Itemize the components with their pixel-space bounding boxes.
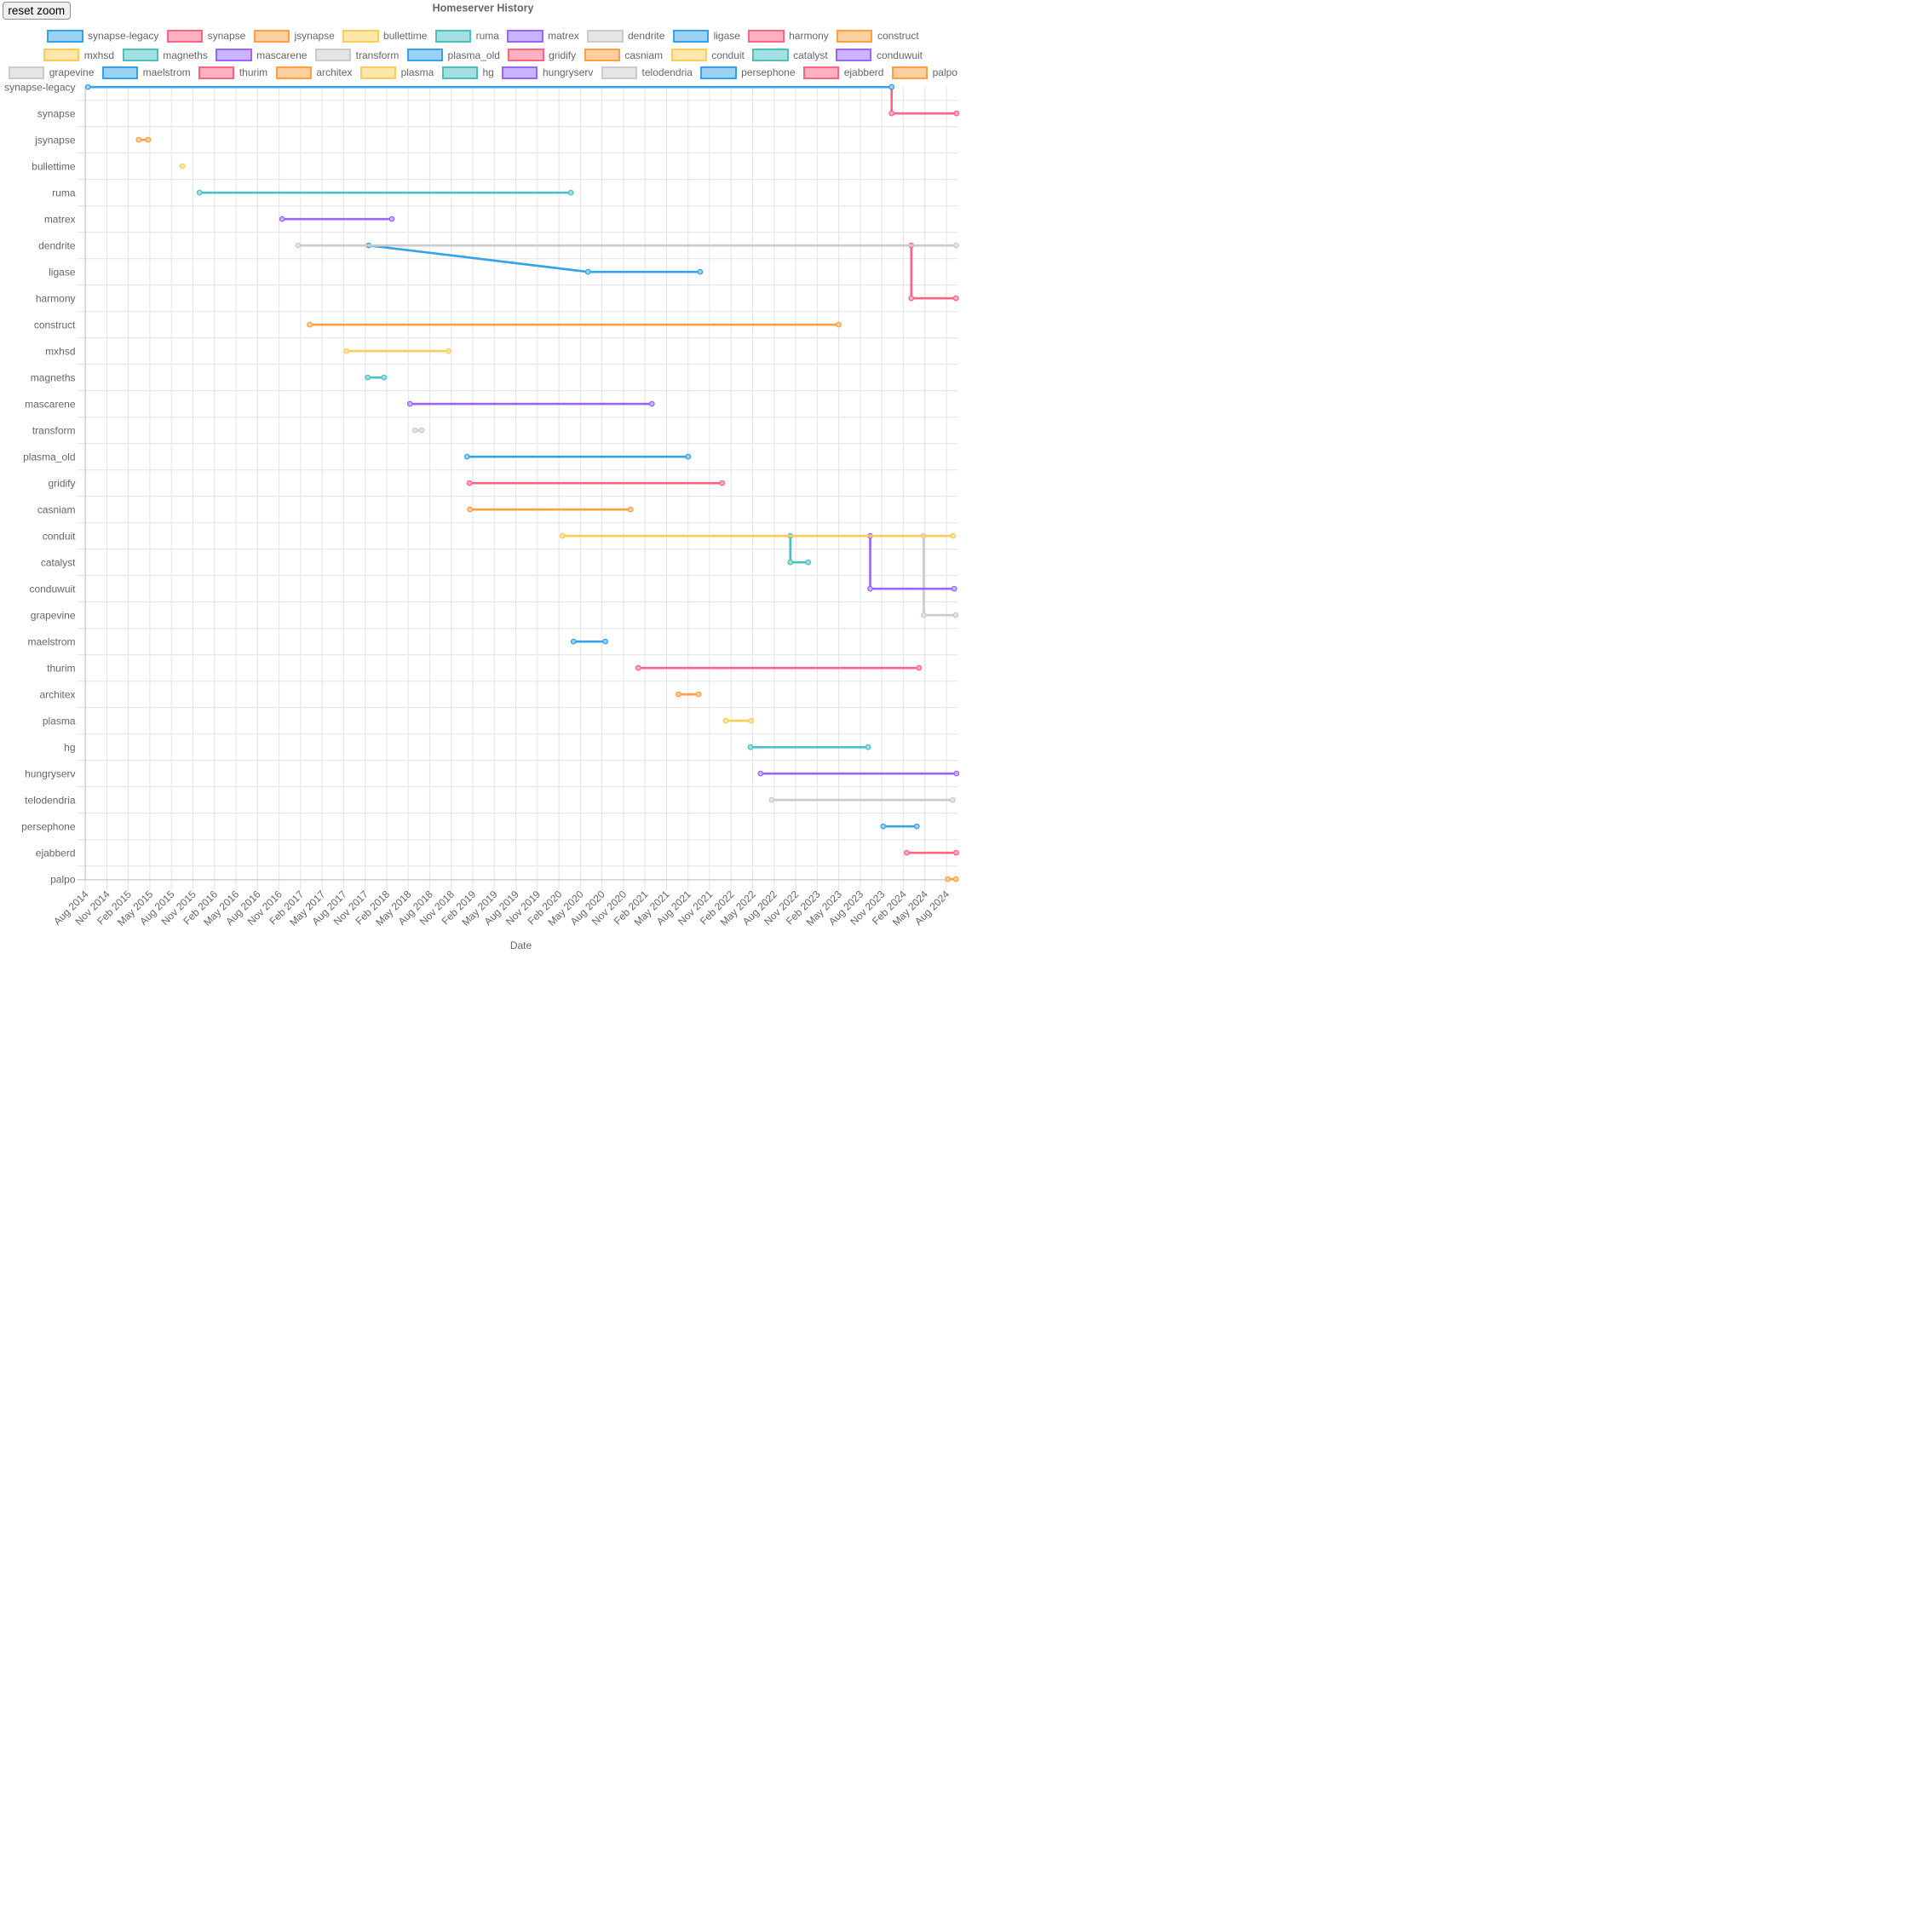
svg-text:Date: Date [510,940,532,951]
svg-text:synapse: synapse [37,107,76,119]
svg-text:architex: architex [39,688,75,700]
svg-text:grapevine: grapevine [31,609,76,621]
svg-text:maelstrom: maelstrom [27,635,75,647]
svg-text:persephone: persephone [21,820,76,832]
svg-text:construct: construct [34,319,76,330]
svg-text:magneths: magneths [31,371,76,383]
svg-text:ejabberd: ejabberd [36,847,76,859]
svg-text:casniam: casniam [37,503,76,515]
svg-text:catalyst: catalyst [41,556,76,568]
svg-text:synapse-legacy: synapse-legacy [4,81,75,93]
svg-text:ruma: ruma [52,187,76,198]
svg-text:Homeserver History: Homeserver History [433,3,534,14]
svg-text:hg: hg [64,741,75,753]
svg-text:harmony: harmony [36,292,76,304]
svg-text:plasma_old: plasma_old [23,451,75,463]
svg-text:thurim: thurim [47,662,75,674]
svg-text:gridify: gridify [48,477,75,489]
svg-text:transform: transform [32,424,76,436]
svg-text:mxhsd: mxhsd [45,345,75,357]
svg-text:conduit: conduit [43,530,76,542]
svg-text:mascarene: mascarene [25,398,76,410]
svg-text:conduwuit: conduwuit [29,583,76,595]
svg-text:palpo: palpo [50,873,76,885]
svg-text:bullettime: bullettime [32,160,76,172]
svg-text:matrex: matrex [44,213,76,225]
svg-text:plasma: plasma [43,715,76,727]
svg-text:ligase: ligase [49,266,76,278]
svg-text:jsynapse: jsynapse [34,134,76,146]
svg-text:telodendria: telodendria [25,794,76,806]
svg-text:hungryserv: hungryserv [25,767,75,779]
svg-text:dendrite: dendrite [38,239,76,251]
